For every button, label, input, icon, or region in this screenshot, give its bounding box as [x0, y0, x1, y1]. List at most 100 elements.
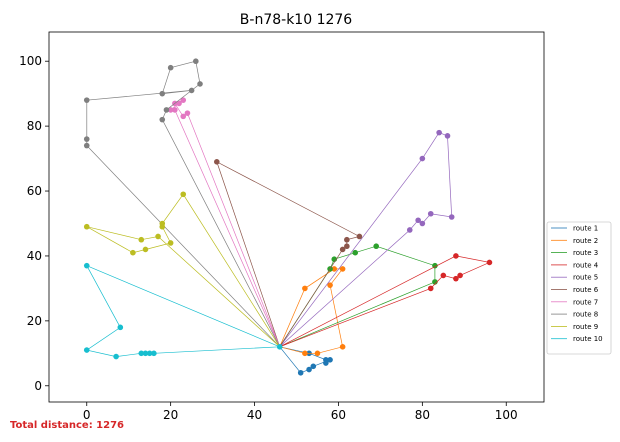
route-line — [86, 193, 280, 348]
customer-point — [167, 64, 174, 71]
total-distance-label: Total distance: 1276 — [10, 420, 125, 431]
x-axis-ticks: 0 20 40 60 80 100 — [83, 402, 518, 422]
customer-point — [83, 136, 90, 142]
customer-point — [457, 272, 463, 279]
customer-point — [427, 285, 434, 292]
customer-point — [427, 210, 434, 217]
customer-point — [356, 233, 363, 240]
route-line — [279, 268, 344, 354]
customer-point — [453, 253, 459, 259]
route-2 — [279, 266, 346, 357]
customer-point — [172, 107, 178, 113]
customer-point — [142, 246, 149, 253]
y-tick-label: 20 — [27, 314, 42, 328]
legend-label: route 2 — [573, 237, 598, 245]
customer-point — [448, 214, 455, 220]
legend-label: route 10 — [573, 335, 603, 343]
customer-point — [419, 220, 426, 227]
customer-point — [339, 266, 346, 272]
customer-point — [163, 107, 170, 113]
customer-point — [344, 236, 350, 243]
y-tick-label: 80 — [27, 119, 42, 133]
route-10 — [83, 262, 280, 360]
legend-box — [546, 221, 612, 355]
customer-point — [302, 350, 308, 357]
x-tick-label: 0 — [83, 408, 91, 422]
route-7 — [167, 97, 281, 347]
customer-point — [197, 81, 203, 87]
customer-point — [138, 236, 145, 243]
legend-label: route 5 — [573, 274, 598, 282]
x-tick-label: 100 — [495, 408, 518, 422]
x-tick-label: 20 — [163, 408, 178, 422]
customer-point — [193, 58, 199, 65]
customer-point — [310, 363, 317, 370]
customer-point — [436, 129, 442, 136]
routes-layer — [83, 58, 493, 376]
customer-point — [83, 262, 90, 269]
customer-point — [440, 272, 447, 279]
customer-point — [486, 259, 493, 266]
route-line — [279, 245, 436, 348]
customer-point — [323, 360, 329, 366]
customer-point — [406, 227, 413, 233]
customer-point — [453, 275, 459, 282]
route-line — [85, 264, 280, 357]
customer-point — [184, 110, 191, 116]
legend-label: route 1 — [573, 225, 598, 233]
customer-point — [419, 155, 426, 162]
route-line — [216, 161, 361, 347]
customer-point — [146, 350, 153, 357]
y-tick-label: 100 — [19, 54, 42, 68]
customer-point — [297, 369, 304, 376]
legend-label: route 3 — [573, 249, 598, 257]
customer-point — [117, 324, 124, 331]
customer-point — [130, 249, 136, 256]
route-4 — [279, 253, 493, 348]
legend-label: route 7 — [573, 298, 598, 306]
customer-point — [331, 266, 338, 272]
customer-point — [415, 217, 421, 224]
customer-point — [167, 107, 174, 113]
customer-point — [83, 347, 90, 353]
customer-point — [180, 113, 187, 120]
customer-point — [83, 142, 90, 149]
route-line — [86, 60, 281, 348]
route-1 — [279, 346, 333, 376]
customer-point — [339, 344, 346, 350]
customer-point — [188, 87, 195, 94]
y-tick-label: 40 — [27, 249, 42, 263]
customer-point — [159, 116, 166, 123]
route-5 — [279, 129, 455, 348]
customer-point — [302, 285, 308, 292]
plot-area-frame — [48, 31, 545, 403]
customer-point — [83, 97, 90, 103]
route-line — [279, 132, 453, 348]
y-tick-label: 60 — [27, 184, 42, 198]
customer-point — [159, 90, 166, 97]
customer-point — [432, 279, 438, 285]
y-tick-label: 0 — [34, 379, 42, 393]
customer-point — [83, 223, 90, 230]
customer-point — [159, 223, 166, 230]
legend-label: route 9 — [573, 323, 598, 331]
x-tick-label: 80 — [415, 408, 430, 422]
chart-title: B-n78-k10 1276 — [240, 12, 352, 28]
legend-label: route 4 — [573, 261, 599, 269]
route-6 — [213, 159, 363, 347]
x-tick-label: 60 — [331, 408, 346, 422]
customer-point — [113, 353, 119, 360]
customer-point — [306, 366, 312, 373]
customer-point — [176, 100, 182, 107]
customer-point — [314, 350, 321, 357]
x-tick-label: 40 — [247, 408, 262, 422]
customer-point — [138, 350, 145, 357]
route-9 — [83, 191, 280, 348]
customer-point — [213, 159, 220, 165]
customer-point — [142, 350, 149, 357]
customer-point — [327, 357, 333, 363]
legend: route 1 route 2 route 3 route 4 route 5 route… — [546, 221, 612, 355]
customer-point — [444, 133, 451, 139]
depot-point — [276, 344, 283, 350]
